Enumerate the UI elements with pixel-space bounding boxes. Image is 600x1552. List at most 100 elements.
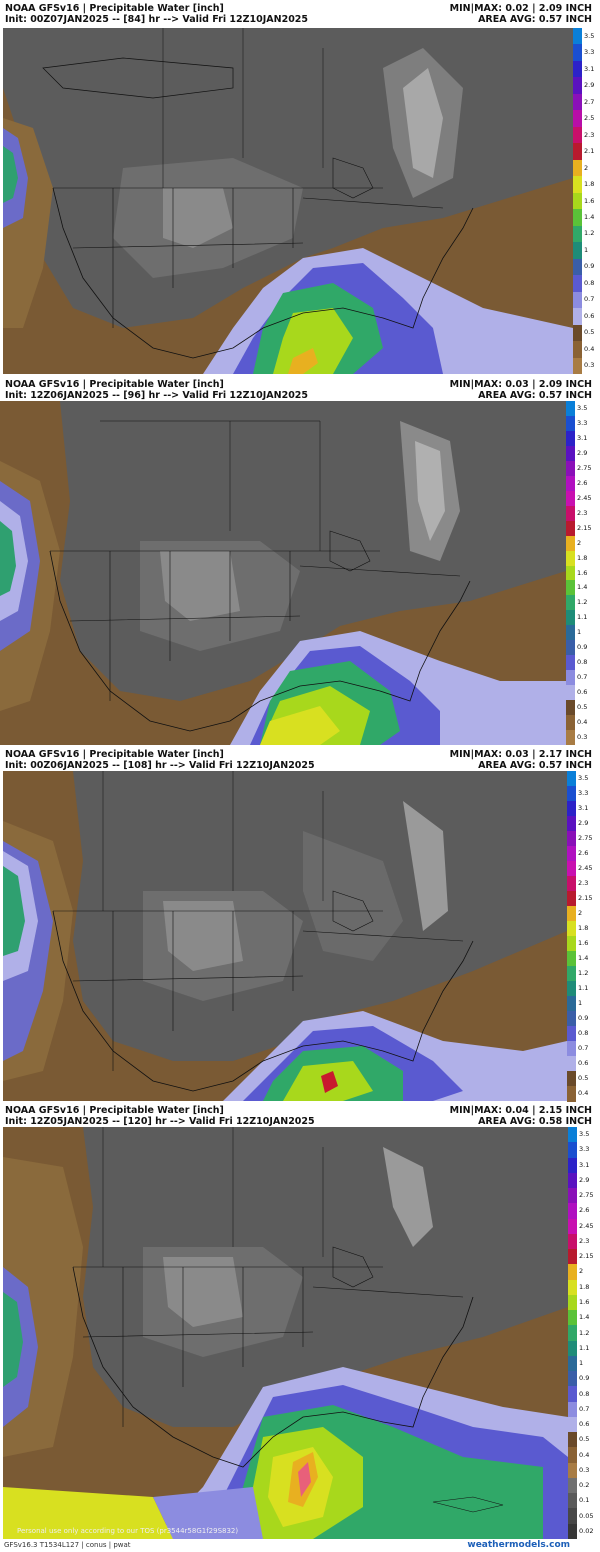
colorbar-tick-label: 1.4	[584, 212, 595, 221]
colorbar-tick-label: 2.45	[577, 493, 592, 502]
colorbar-swatch	[567, 876, 576, 892]
colorbar-swatch	[573, 60, 582, 78]
colorbar-tick-label: 3.1	[579, 1160, 590, 1169]
colorbar-tick-label: 0.5	[577, 703, 588, 712]
colorbar-swatch	[567, 1086, 576, 1102]
colorbar-swatch	[566, 730, 575, 746]
colorbar-tick-label: 1.2	[578, 969, 589, 977]
colorbar-swatch	[567, 951, 576, 967]
colorbar-tick-label: 0.05	[579, 1511, 594, 1520]
colorbar-swatch	[568, 1188, 577, 1204]
colorbar-swatch	[567, 981, 576, 997]
colorbar-swatch	[566, 415, 575, 432]
colorbar-swatch	[568, 1249, 577, 1265]
colorbar-swatch	[573, 242, 582, 260]
panel-header: NOAA GFSv16 | Precipitable Water [inch] …	[0, 0, 600, 28]
footer-model-info: GFSv16.3 T1534L127 | conus | pwat	[4, 1541, 131, 1549]
panel-header: NOAA GFSv16 | Precipitable Water [inch] …	[0, 1102, 600, 1130]
colorbar-swatch	[573, 143, 582, 161]
colorbar-tick-label: 0.9	[579, 1374, 590, 1383]
colorbar-tick-label: 2.75	[577, 463, 592, 472]
precip-water-map	[3, 28, 573, 374]
colorbar-tick-label: 0.3	[577, 733, 588, 742]
colorbar-tick-label: 1.4	[577, 583, 588, 592]
colorbar-swatch	[573, 176, 582, 194]
colorbar-tick-label: 2.1	[584, 147, 595, 156]
colorbar: 3.5 3.3 3.1 2.9 2.75 2.6 2.45 2.3 2.15 2 1.8 1.6 1.4…	[567, 771, 594, 1102]
colorbar-tick-label: 0.4	[584, 344, 595, 353]
colorbar-tick-label: 3.5	[577, 403, 588, 412]
colorbar-swatch	[568, 1340, 577, 1357]
colorbar-swatch	[568, 1279, 577, 1296]
colorbar-swatch	[567, 1056, 576, 1072]
colorbar-tick-label: 1.6	[578, 939, 589, 947]
colorbar-tick-label: 0.6	[577, 688, 588, 697]
colorbar-swatch	[566, 655, 575, 671]
colorbar-tick-label: 0.8	[579, 1389, 590, 1398]
colorbar-tick-label: 0.2	[579, 1481, 590, 1490]
colorbar-tick-label: 3.3	[579, 1145, 590, 1154]
colorbar-tick-label: 0.7	[578, 1044, 589, 1052]
colorbar-swatch	[573, 308, 582, 326]
colorbar-tick-label: 1	[579, 1359, 584, 1368]
colorbar-tick-label: 2	[577, 538, 582, 547]
colorbar-tick-label: 1.2	[584, 229, 595, 238]
colorbar-swatch	[567, 1011, 576, 1027]
colorbar-swatch	[567, 906, 576, 922]
colorbar-swatch	[568, 1432, 577, 1448]
forecast-panel-96hr: NOAA GFSv16 | Precipitable Water [inch] …	[0, 376, 600, 746]
colorbar-tick-label: 2.15	[578, 894, 593, 902]
colorbar-swatch	[573, 324, 582, 342]
colorbar-swatch	[573, 28, 582, 45]
colorbar-swatch	[566, 700, 575, 716]
colorbar-swatch	[566, 505, 575, 522]
colorbar-swatch	[567, 1041, 576, 1057]
colorbar-swatch	[567, 1071, 576, 1087]
colorbar-swatch	[566, 490, 575, 507]
colorbar-tick-label: 1.1	[578, 984, 589, 992]
colorbar-tick-label: 1.8	[579, 1282, 590, 1291]
colorbar-tick-label: 1.2	[577, 598, 588, 607]
panel-minmax: MIN|MAX: 0.04 | 2.15 INCH	[449, 1105, 592, 1116]
colorbar-swatch	[568, 1127, 577, 1143]
colorbar-tick-label: 2.5	[584, 114, 595, 123]
colorbar-tick-label: 2.7	[584, 97, 595, 106]
panel-area-avg: AREA AVG: 0.57 INCH	[478, 14, 592, 25]
colorbar-tick-label: 0.1	[579, 1496, 590, 1505]
colorbar-tick-label: 1.8	[577, 553, 588, 562]
colorbar-swatch	[566, 640, 575, 656]
colorbar-tick-label: 0.5	[579, 1435, 590, 1444]
precip-water-map	[3, 771, 567, 1101]
footer-brand-link[interactable]: weathermodels.com	[467, 1540, 570, 1550]
colorbar-tick-label: 2.6	[579, 1206, 590, 1215]
colorbar-tick-label: 2	[584, 163, 589, 172]
colorbar-swatch	[568, 1218, 577, 1235]
panel-title: NOAA GFSv16 | Precipitable Water [inch]	[5, 3, 224, 14]
colorbar-swatch	[568, 1462, 577, 1479]
colorbar-swatch	[567, 996, 576, 1012]
colorbar-tick-label: 0.8	[577, 658, 588, 667]
colorbar-swatch	[566, 685, 575, 701]
panel-init-line: Init: 00Z07JAN2025 -- [84] hr --> Valid …	[5, 14, 309, 25]
colorbar-tick-label: 3.5	[579, 1130, 590, 1139]
colorbar-tick-label: 0.5	[584, 328, 595, 337]
colorbar-swatch	[566, 625, 575, 641]
colorbar-tick-label: 0.6	[584, 311, 595, 320]
panel-minmax: MIN|MAX: 0.02 | 2.09 INCH	[449, 3, 592, 14]
colorbar-swatch	[573, 110, 582, 128]
colorbar-swatch	[568, 1172, 577, 1189]
colorbar-tick-label: 2.75	[578, 834, 593, 842]
colorbar-tick-label: 0.7	[577, 673, 588, 682]
colorbar-tick-label: 0.9	[584, 262, 595, 271]
colorbar-tick-label: 2.3	[578, 879, 589, 887]
colorbar-swatch	[568, 1325, 577, 1342]
colorbar-swatch	[573, 341, 582, 359]
colorbar-tick-label: 3.1	[577, 433, 588, 442]
colorbar-tick-label: 2.3	[584, 130, 595, 139]
panel-title: NOAA GFSv16 | Precipitable Water [inch]	[5, 749, 224, 760]
footer: GFSv16.3 T1534L127 | conus | pwat weathe…	[0, 1540, 600, 1552]
colorbar-swatch	[568, 1264, 577, 1281]
colorbar-tick-label: 1.4	[579, 1313, 590, 1322]
colorbar-tick-label: 0.4	[579, 1450, 590, 1459]
colorbar-tick-label: 0.4	[578, 1089, 589, 1097]
